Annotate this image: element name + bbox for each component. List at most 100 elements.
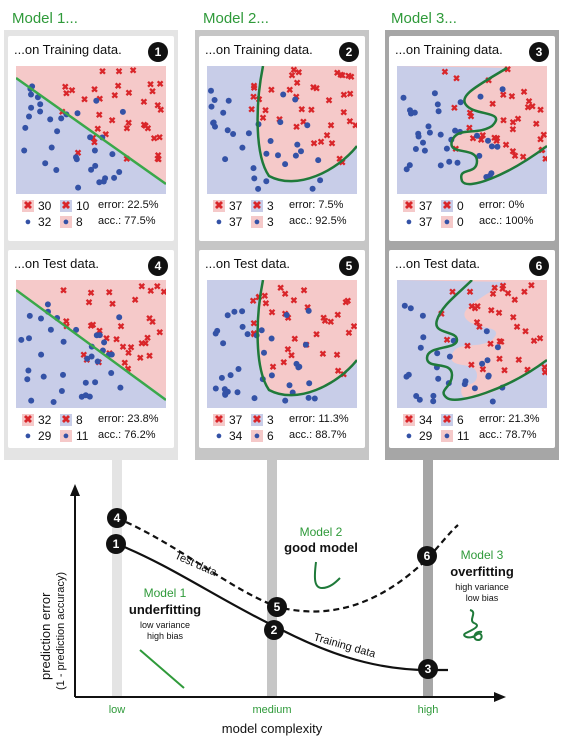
data-point-cross: ✖ [511,295,519,305]
data-point-cross: ✖ [328,138,336,148]
data-point-cross: ✖ [63,317,71,327]
data-point-dot [483,174,490,180]
data-point-cross: ✖ [293,122,301,132]
data-point-cross: ✖ [147,79,155,89]
svg-text:6: 6 [424,549,431,563]
data-point-dot [437,162,444,169]
data-point-cross: ✖ [89,320,97,330]
data-point-dot [117,384,124,391]
data-point-dot [280,91,287,98]
data-point-cross: ✖ [339,71,347,81]
class-region-red [16,66,166,184]
data-point-cross: ✖ [250,319,258,329]
data-point-dot [488,143,495,150]
data-point-cross: ✖ [298,104,306,114]
data-point-cross: ✖ [115,66,123,76]
data-point-dot [60,338,67,345]
data-point-dot [263,150,270,157]
data-point-dot [102,175,109,182]
data-point-cross: ✖ [125,88,133,98]
marker-1: 1 [106,534,126,554]
data-point-cross: ✖ [342,298,350,308]
data-point-dot [471,385,478,392]
data-point-cross: ✖ [529,102,537,112]
count-dot-correct: 29 [419,429,433,443]
data-point-cross: ✖ [337,70,345,80]
data-point-dot [251,395,258,402]
data-point-cross: ✖ [504,289,512,299]
dot-correct-icon: ● [405,216,413,228]
data-point-dot [311,395,318,402]
data-point-cross: ✖ [508,91,516,101]
data-point-dot [38,351,45,358]
data-point-cross: ✖ [510,313,518,323]
data-point-cross: ✖ [495,308,503,318]
data-point-cross: ✖ [522,327,530,337]
data-point-cross: ✖ [87,321,95,331]
data-point-cross: ✖ [284,345,292,355]
data-point-dot [42,160,49,167]
confusion-stats: ✖ 37 ✖ 3 error: 11.3% ● 34 ● 6 acc.: 88.7% [207,413,363,445]
accuracy-rate: acc.: 77.5% [98,215,156,227]
data-point-dot [403,166,410,173]
data-point-dot [446,353,453,360]
error-rate: error: 7.5% [289,199,344,211]
data-point-dot [268,372,275,379]
dot-wrong-icon: ● [441,430,453,442]
data-point-cross: ✖ [345,71,353,81]
data-point-cross: ✖ [310,138,318,148]
data-point-cross: ✖ [250,92,258,102]
data-point-cross: ✖ [142,121,150,131]
data-point-cross: ✖ [509,147,517,157]
confusion-stats: ✖ 37 ✖ 0 error: 0% ● 37 ● 0 acc.: 100% [397,199,553,231]
data-point-cross: ✖ [340,90,348,100]
data-point-cross: ✖ [140,97,148,107]
data-point-dot [267,138,274,144]
error-rate: error: 23.8% [98,413,159,425]
data-point-cross: ✖ [509,117,517,127]
dot-correct-icon: ● [24,216,32,228]
data-point-dot [82,379,89,386]
data-point-cross: ✖ [106,288,114,298]
data-point-dot [116,314,123,321]
data-point-cross: ✖ [346,89,354,99]
data-point-dot [407,107,413,114]
data-point-cross: ✖ [344,296,352,306]
data-point-dot [108,370,115,376]
data-point-cross: ✖ [81,94,89,104]
model-2-title: Model 2... [203,10,269,27]
data-point-dot [53,167,60,173]
data-point-dot [286,382,293,389]
data-point-dot [28,104,35,111]
data-point-cross: ✖ [533,119,541,129]
data-point-dot [425,123,432,130]
confusion-stats: ✖ 37 ✖ 3 error: 7.5% ● 37 ● 3 acc.: 92.5% [207,199,363,231]
data-point-cross: ✖ [68,86,76,96]
data-point-dot [400,94,407,101]
data-point-dot [420,139,426,146]
data-point-dot [109,151,116,158]
class-region-red [257,280,357,396]
data-point-cross: ✖ [147,286,155,296]
scatter-plot: ✖✖✖✖✖✖✖✖✖✖✖✖✖✖✖✖✖✖✖✖✖✖✖✖✖✖✖✖✖✖✖✖✖✖✖ [16,280,166,408]
data-point-dot [22,124,29,131]
dot-correct-icon: ● [24,430,32,442]
data-point-cross: ✖ [108,116,116,126]
data-point-dot [417,344,424,351]
data-point-cross: ✖ [125,118,133,128]
data-point-cross: ✖ [513,322,521,332]
data-point-dot [111,174,118,181]
data-point-dot [225,97,232,104]
data-point-cross: ✖ [493,136,501,146]
svg-text:4: 4 [114,511,121,525]
data-point-cross: ✖ [469,133,477,143]
class-region-red [397,66,547,185]
data-point-cross: ✖ [154,281,162,291]
data-point-cross: ✖ [99,67,107,77]
marker-5: 5 [267,597,287,617]
cross-wrong-icon: ✖ [251,200,263,212]
confusion-stats: ✖ 32 ✖ 8 error: 23.8% ● 29 ● 11 acc.: 76.2% [16,413,172,445]
scatter-plot: ✖✖✖✖✖✖✖✖✖✖✖✖✖✖✖✖✖✖✖✖✖✖✖✖✖✖✖✖✖✖✖✖✖✖✖ [207,280,357,408]
data-point-dot [494,143,501,150]
data-point-dot [58,115,65,122]
